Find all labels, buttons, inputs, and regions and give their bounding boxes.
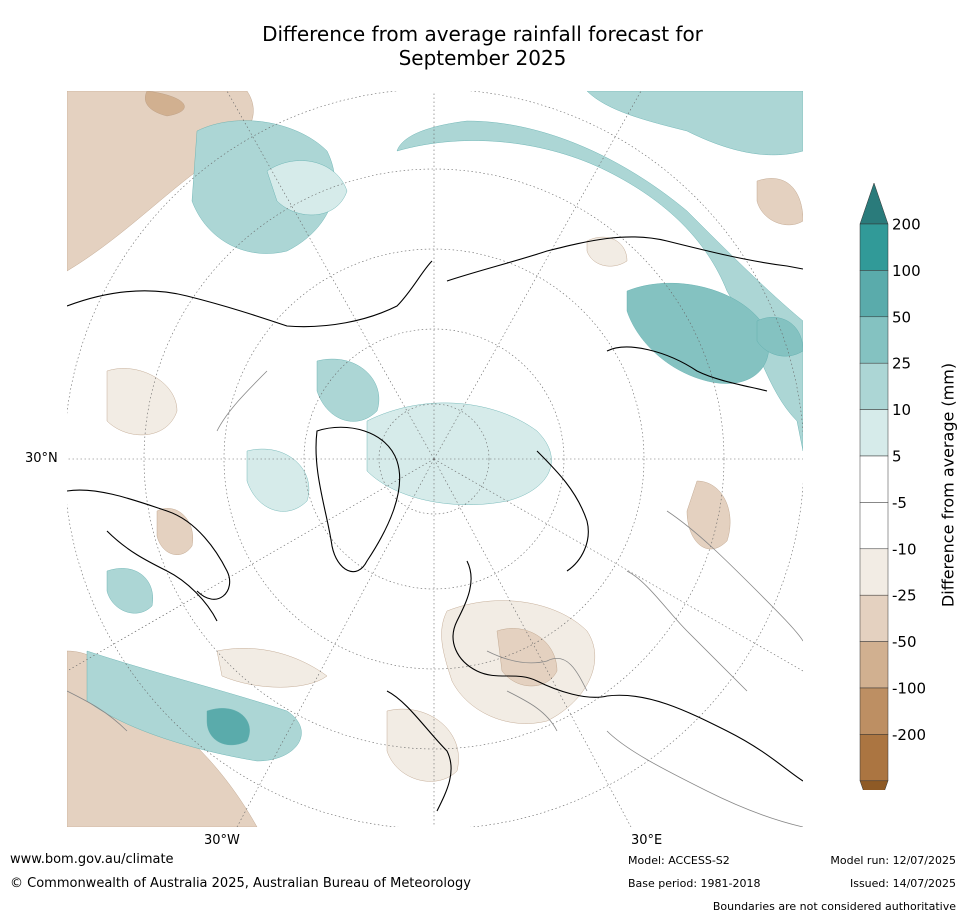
map-title: Difference from average rainfall forecas…: [0, 22, 965, 70]
colorbar-swatch: [859, 687, 889, 735]
title-line-2: September 2025: [398, 46, 567, 70]
colorbar-swatch: [859, 502, 889, 550]
colorbar-title: Difference from average (mm): [938, 362, 958, 608]
colorbar-swatch: [859, 223, 889, 271]
footer-base-period: Base period: 1981-2018: [628, 877, 761, 890]
dry-anomaly-regions: [67, 91, 803, 827]
colorbar-swatch: [859, 409, 889, 457]
footer-issued: Issued: 14/07/2025: [849, 877, 956, 890]
colorbar-swatch: [859, 270, 889, 318]
colorbar-tick-label: -50: [892, 633, 917, 651]
colorbar-swatch: [859, 641, 889, 689]
colorbar-tick-label: 10: [892, 401, 911, 419]
colorbar-swatch: [859, 455, 889, 503]
colorbar-extend-low: [859, 780, 889, 790]
title-line-1: Difference from average rainfall forecas…: [262, 22, 703, 46]
coastlines: [67, 236, 803, 812]
colorbar-tick-label: -10: [892, 540, 917, 558]
colorbar-tick-label: 25: [892, 355, 911, 373]
colorbar: 200 100 50 25 10 5 -5 -10 -25 -50 -100 -200: [859, 182, 926, 790]
colorbar-tick-label: 100: [892, 262, 921, 280]
lon-label-30e: 30°E: [631, 833, 663, 848]
colorbar-tick-label: -5: [892, 494, 907, 512]
colorbar-tick-label: 50: [892, 308, 911, 326]
footer-model: Model: ACCESS-S2: [628, 854, 730, 867]
rainfall-anomaly-map: [67, 91, 803, 827]
colorbar-swatches: [859, 182, 889, 790]
footer-model-run: Model run: 12/07/2025: [830, 854, 956, 867]
country-borders: [67, 370, 803, 827]
footer-disclaimer: Boundaries are not considered authoritat…: [712, 900, 956, 913]
colorbar-tick-label: -25: [892, 587, 917, 605]
footer-copyright: © Commonwealth of Australia 2025, Austra…: [10, 876, 471, 891]
lon-label-30w: 30°W: [204, 833, 240, 848]
colorbar-swatch: [859, 548, 889, 596]
colorbar-swatch: [859, 316, 889, 364]
colorbar-swatch: [859, 734, 889, 782]
colorbar-tick-label: 5: [892, 448, 902, 466]
footer-website: www.bom.gov.au/climate: [10, 852, 174, 867]
colorbar-swatch: [859, 362, 889, 410]
colorbar-tick-label: 200: [892, 216, 921, 234]
wet-anomaly-regions: [86, 91, 803, 762]
lat-label-30n: 30°N: [25, 451, 58, 466]
colorbar-tick-label: -200: [892, 726, 926, 744]
colorbar-extend-high: [859, 182, 889, 225]
colorbar-tick-label: -100: [892, 680, 926, 698]
colorbar-ticks: 200 100 50 25 10 5 -5 -10 -25 -50 -100 -200: [892, 216, 926, 744]
graticule: [67, 91, 803, 827]
colorbar-swatch: [859, 594, 889, 642]
